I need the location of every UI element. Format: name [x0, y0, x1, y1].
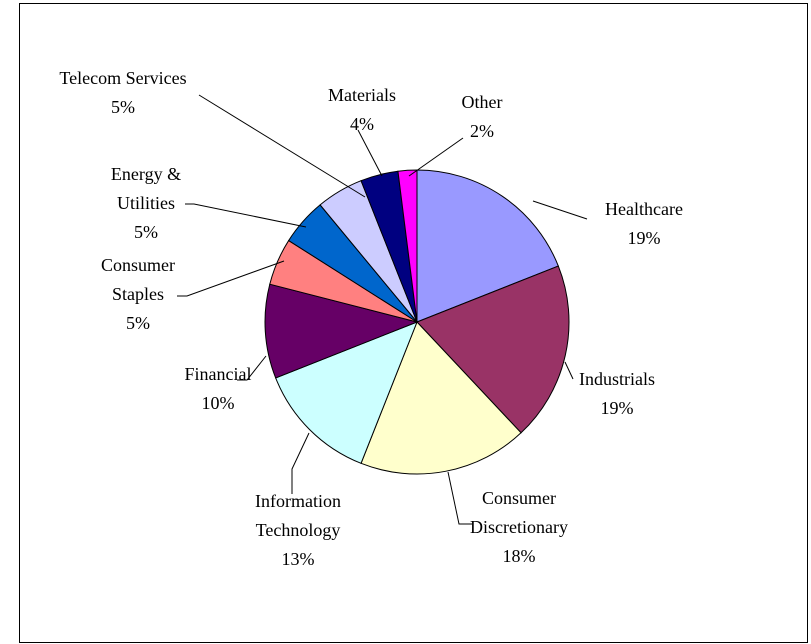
slice-label-other: Other 2%	[462, 92, 503, 141]
slice-label-energy-and-utilities: Energy & Utilities 5%	[111, 164, 181, 242]
leader-line-energy-and-utilities	[185, 203, 307, 228]
leader-line-materials	[357, 129, 383, 177]
leader-lines	[177, 94, 588, 525]
leader-line-consumer-staples	[177, 260, 285, 297]
leader-line-industrials	[564, 361, 574, 380]
slice-label-information-technology: Information Technology 13%	[255, 491, 341, 569]
leader-line-information-technology	[291, 432, 310, 494]
pie-chart: Healthcare 19% Industrials 19% Consumer Discr…	[59, 68, 683, 569]
pie-slice-financial	[264, 283, 419, 379]
leader-line-telecom-services	[198, 94, 366, 198]
slice-label-healthcare: Healthcare 19%	[605, 199, 683, 248]
pie-slices	[264, 169, 570, 475]
pie-slice-industrials	[416, 265, 570, 434]
slice-label-industrials: Industrials 19%	[579, 369, 655, 418]
slice-label-materials: Materials 4%	[328, 85, 396, 134]
leader-line-healthcare	[532, 200, 588, 220]
slice-labels: Healthcare 19% Industrials 19% Consumer Discr…	[59, 68, 683, 569]
pie-slice-healthcare	[416, 169, 559, 323]
slice-label-consumer-staples: Consumer Staples 5%	[101, 255, 175, 333]
slice-label-consumer-discretionary: Consumer Discretionary 18%	[470, 488, 568, 566]
leader-line-other	[408, 137, 464, 177]
leader-line-consumer-discretionary	[447, 471, 472, 525]
pie-slice-information-technology	[275, 321, 418, 464]
slice-label-telecom-services: Telecom Services 5%	[59, 68, 186, 117]
pie-slice-consumer-discretionary	[360, 321, 522, 475]
chart-frame: Healthcare 19% Industrials 19% Consumer Discr…	[19, 3, 808, 643]
slice-label-financial: Financial 10%	[185, 364, 252, 413]
leader-line-financial	[237, 355, 267, 381]
